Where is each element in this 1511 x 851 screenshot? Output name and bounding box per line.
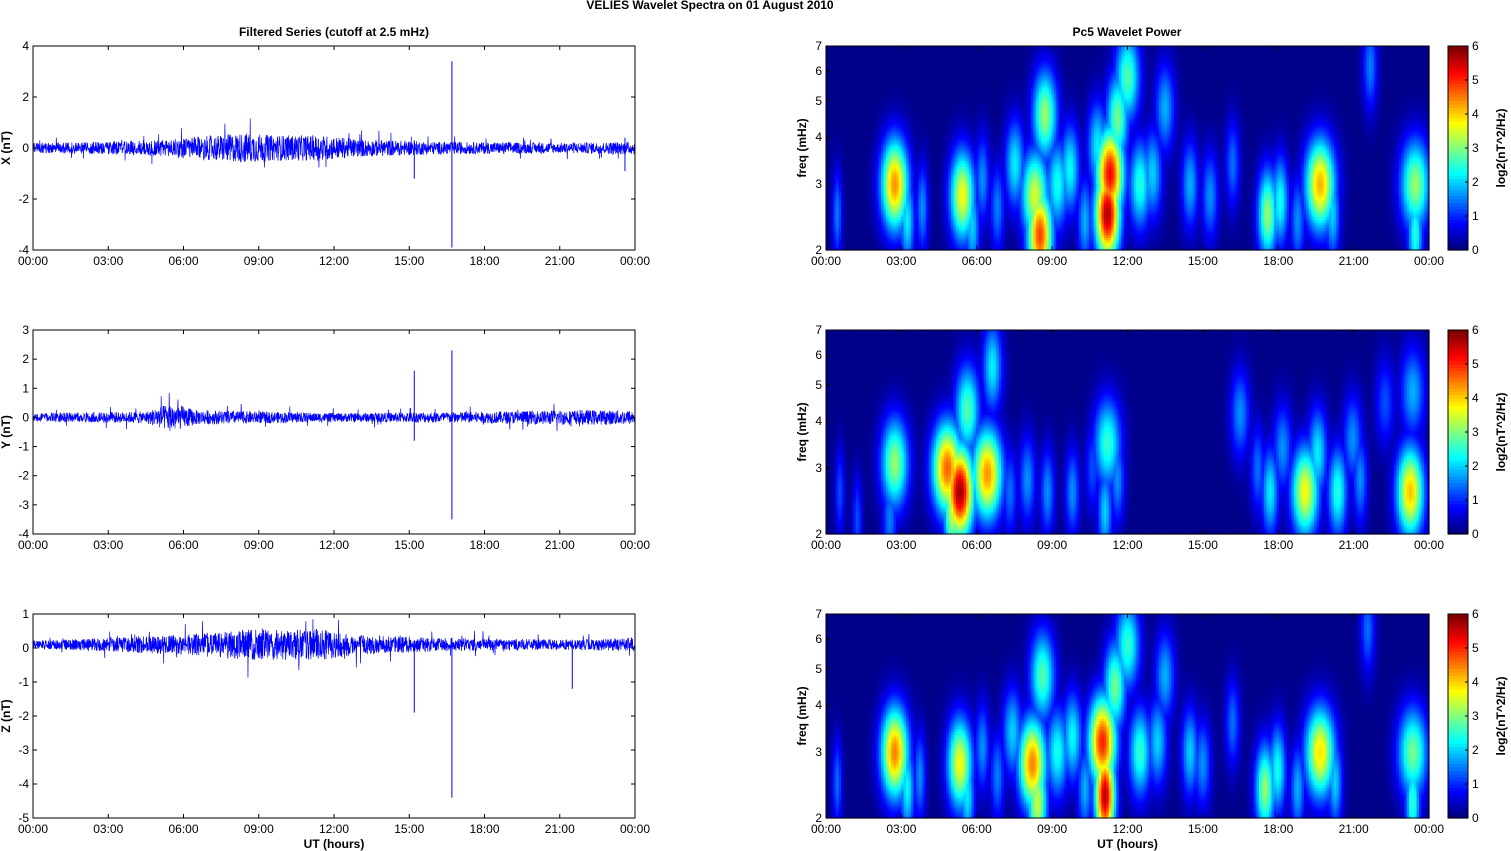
x-tick-label: 21:00 [545, 822, 575, 836]
y-axis-label: Z (nT) [0, 699, 13, 732]
x-tick-label: 18:00 [469, 538, 499, 552]
x-tick-label: 06:00 [168, 822, 198, 836]
figure-suptitle: VELIES Wavelet Spectra on 01 August 2010 [586, 0, 834, 12]
x-tick-label: 00:00 [18, 538, 48, 552]
x-axis-label: UT (hours) [304, 837, 365, 851]
x-tick-label: 09:00 [244, 538, 274, 552]
y-tick-label: -4 [18, 777, 29, 791]
y-tick-label: 0 [22, 141, 29, 155]
x-tick-label: 00:00 [18, 822, 48, 836]
y-tick-label: 2 [22, 90, 29, 104]
x-tick-label: 03:00 [93, 822, 123, 836]
x-tick-label: 21:00 [545, 254, 575, 268]
y-tick-label: 1 [22, 607, 29, 621]
y-tick-label: 2 [22, 352, 29, 366]
x-tick-label: 00:00 [18, 254, 48, 268]
y-tick-label: 0 [22, 410, 29, 424]
plot-area [33, 330, 635, 534]
x-tick-label: 03:00 [93, 538, 123, 552]
x-tick-label: 21:00 [545, 538, 575, 552]
y-tick-label: 1 [22, 381, 29, 395]
y-tick-label: 3 [22, 323, 29, 337]
x-tick-label: 09:00 [244, 822, 274, 836]
x-tick-label: 06:00 [168, 254, 198, 268]
plot-panels: -4 -2 0 2 4 X (nT) 00:00 03:00 06:00 09:00 12:00 15… [0, 39, 1508, 851]
x-tick-label: 03:00 [93, 254, 123, 268]
x-tick-label: 09:00 [244, 254, 274, 268]
y-tick-label: 0 [22, 641, 29, 655]
x-tick-label: 00:00 [620, 538, 650, 552]
y-tick-label: -3 [18, 498, 29, 512]
x-tick-label: 18:00 [469, 254, 499, 268]
y-axis-label: X (nT) [0, 131, 13, 165]
x-tick-label: 00:00 [620, 822, 650, 836]
y-tick-label: -2 [18, 192, 29, 206]
x-tick-label: 15:00 [394, 822, 424, 836]
y-tick-label: -3 [18, 743, 29, 757]
right-column-title: Pc5 Wavelet Power [1073, 25, 1182, 39]
x-tick-label: 00:00 [620, 254, 650, 268]
x-tick-label: 18:00 [469, 822, 499, 836]
y-tick-label: -1 [18, 675, 29, 689]
left-column-title: Filtered Series (cutoff at 2.5 mHz) [239, 25, 429, 39]
x-tick-label: 12:00 [319, 254, 349, 268]
y-tick-label: -2 [18, 469, 29, 483]
y-tick-label: -2 [18, 709, 29, 723]
y-tick-label: -1 [18, 440, 29, 454]
x-tick-label: 12:00 [319, 822, 349, 836]
y-axis-label: Y (nT) [0, 415, 13, 449]
x-tick-label: 06:00 [168, 538, 198, 552]
y-tick-label: 4 [22, 39, 29, 53]
x-tick-label: 15:00 [394, 538, 424, 552]
x-tick-label: 15:00 [394, 254, 424, 268]
x-tick-label: 12:00 [319, 538, 349, 552]
